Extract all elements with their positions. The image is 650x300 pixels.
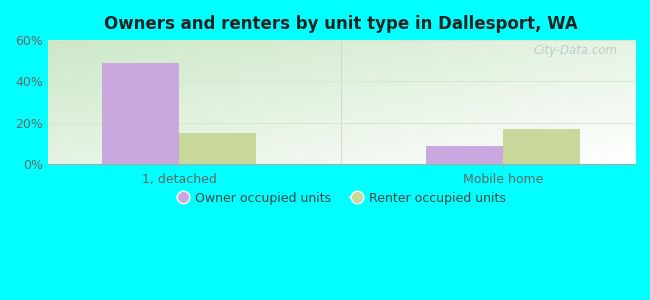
Bar [503,129,580,164]
Bar [103,63,179,164]
Bar [179,133,256,164]
Bar [426,146,503,164]
Title: Owners and renters by unit type in Dallesport, WA: Owners and renters by unit type in Dalle… [105,15,578,33]
Text: City-Data.com: City-Data.com [533,44,618,57]
Legend: Owner occupied units, Renter occupied units: Owner occupied units, Renter occupied un… [172,187,511,210]
